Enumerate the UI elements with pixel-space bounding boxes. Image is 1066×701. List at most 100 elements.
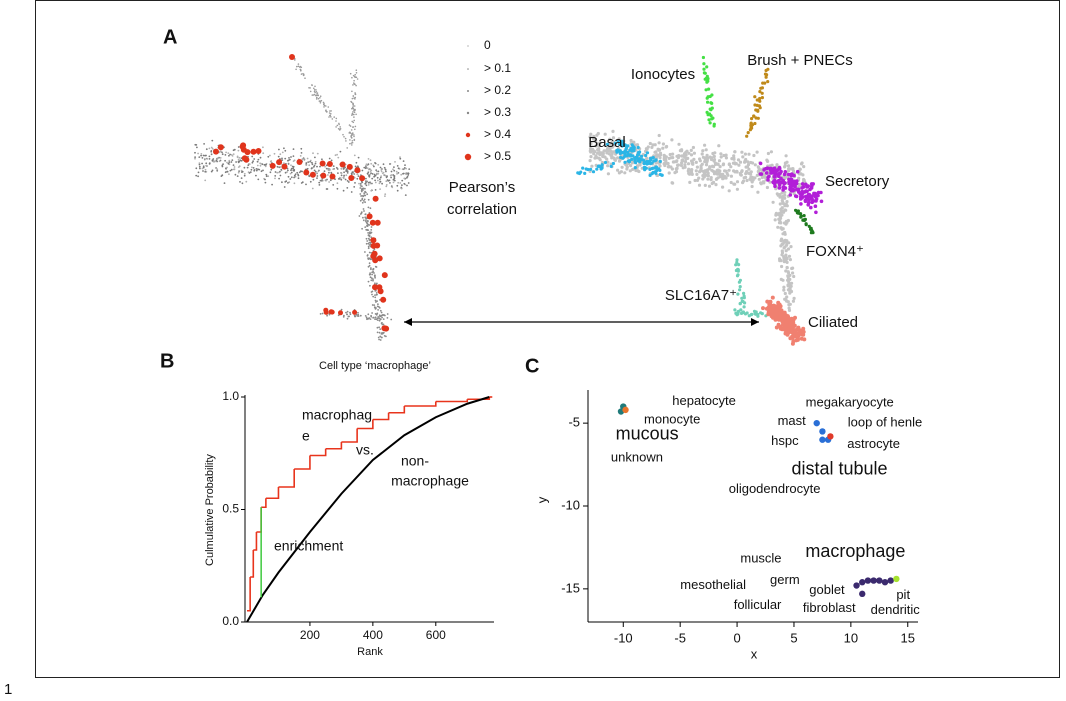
cell-dot xyxy=(221,153,224,156)
cell-dot xyxy=(371,273,373,276)
cell-dot xyxy=(374,318,376,320)
cell-dot xyxy=(257,178,260,181)
cell-dot xyxy=(374,219,381,226)
cell-dot xyxy=(701,55,706,60)
cell-dot xyxy=(349,132,352,134)
cell-dot xyxy=(351,120,354,123)
cell-dot xyxy=(745,170,749,174)
cell-dot xyxy=(380,175,382,178)
point xyxy=(622,406,629,414)
cell-dot xyxy=(370,237,377,244)
cluster-label: FOXN4⁺ xyxy=(806,243,864,260)
cell-dot xyxy=(737,263,741,267)
cell-dot xyxy=(319,165,321,168)
cell-dot xyxy=(315,89,317,91)
cell-dot xyxy=(371,173,374,175)
cell-dot xyxy=(319,179,322,182)
cell-dot xyxy=(741,155,745,159)
x-axis-label: x xyxy=(751,646,758,661)
cell-dot xyxy=(293,182,296,185)
cell-dot xyxy=(598,158,602,162)
cell-dot xyxy=(808,187,812,192)
cell-dot xyxy=(241,182,244,185)
cell-dot xyxy=(651,166,655,170)
cell-dot xyxy=(369,219,376,226)
cell-dot xyxy=(353,135,355,138)
cell-dot xyxy=(769,171,773,175)
cell-dot xyxy=(788,258,793,262)
cell-dot xyxy=(600,163,604,167)
cell-dot xyxy=(374,299,377,302)
cell-dot xyxy=(734,263,738,267)
cell-dot xyxy=(380,296,387,303)
cell-dot xyxy=(779,239,783,243)
cell-dot xyxy=(248,163,251,166)
cluster-label: Brush + PNECs xyxy=(747,52,852,69)
figure-number: 1 xyxy=(4,681,12,698)
cell-dot xyxy=(226,170,229,173)
cell-dot xyxy=(362,216,364,219)
cell-dot xyxy=(756,165,760,169)
y-tick-label: 0.0 xyxy=(222,614,239,628)
cell-dot xyxy=(340,172,343,175)
cell-dot xyxy=(357,313,360,316)
cell-dot xyxy=(802,214,806,218)
cell-dot xyxy=(370,169,373,172)
cell-dot xyxy=(784,253,788,257)
cell-dot xyxy=(353,79,355,82)
cell-dot xyxy=(784,249,788,253)
cell-dot xyxy=(352,103,354,106)
cell-dot xyxy=(283,186,286,188)
cell-dot xyxy=(703,183,707,187)
cell-dot xyxy=(314,91,316,94)
cell-dot xyxy=(372,195,379,202)
cell-dot xyxy=(686,162,691,166)
cell-dot xyxy=(259,164,262,167)
cell-dot xyxy=(819,190,823,195)
cell-dot xyxy=(630,161,635,165)
figure-border xyxy=(35,0,1060,678)
cell-dot xyxy=(353,139,356,141)
cell-dot xyxy=(738,285,742,289)
cell-dot xyxy=(405,177,408,179)
cluster-label: Ciliated xyxy=(808,314,858,331)
cell-dot xyxy=(336,124,339,127)
cell-dot xyxy=(385,170,387,173)
cell-dot xyxy=(290,171,293,174)
cell-dot xyxy=(217,157,219,160)
cell-dot xyxy=(374,162,377,165)
point-label: loop of henle xyxy=(848,415,922,430)
cell-dot xyxy=(244,149,251,156)
cell-dot xyxy=(328,116,330,118)
cell-dot xyxy=(368,264,371,267)
cell-dot xyxy=(594,144,598,148)
cell-dot xyxy=(371,182,373,185)
cell-dot xyxy=(236,175,239,178)
cell-dot xyxy=(638,150,642,154)
cell-dot xyxy=(370,226,373,228)
cell-dot xyxy=(381,316,383,319)
cell-dot xyxy=(708,94,712,99)
cell-dot xyxy=(358,182,360,185)
cell-dot xyxy=(760,312,764,316)
cell-dot xyxy=(366,222,369,225)
cell-dot xyxy=(351,171,354,174)
cell-dot xyxy=(785,320,790,325)
cell-dot xyxy=(294,59,296,61)
step xyxy=(341,428,358,443)
cell-dot xyxy=(301,170,303,173)
cell-dot xyxy=(369,284,371,287)
cell-dot xyxy=(791,299,796,303)
annotation: enrichment xyxy=(274,538,343,554)
cell-dot xyxy=(786,275,790,279)
cell-dot xyxy=(692,151,697,155)
cell-dot xyxy=(203,143,206,145)
cell-dot xyxy=(356,177,359,180)
cell-dot xyxy=(205,162,208,165)
cell-dot xyxy=(258,168,261,171)
cell-dot xyxy=(367,265,370,268)
cell-dot xyxy=(347,181,350,183)
cell-dot xyxy=(346,163,353,170)
cell-dot xyxy=(328,309,334,315)
cell-dot xyxy=(204,154,206,157)
